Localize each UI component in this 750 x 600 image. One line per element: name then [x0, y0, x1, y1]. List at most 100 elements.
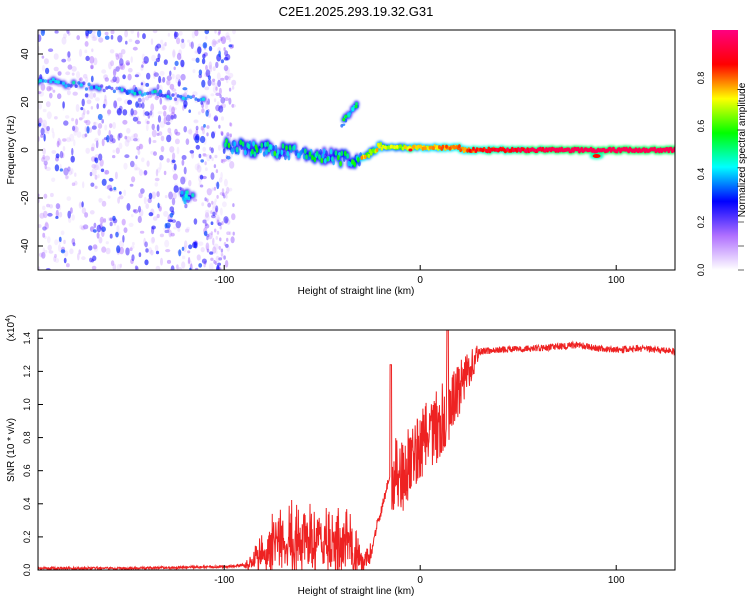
spectrogram-cell — [118, 142, 123, 150]
spectrogram-cell — [109, 233, 113, 239]
spectrogram-cell — [181, 96, 185, 101]
spectrogram-cell — [225, 191, 228, 196]
spectrogram-cell — [197, 111, 201, 115]
spectrogram-cell — [99, 216, 105, 224]
spectrogram-cell — [118, 240, 125, 248]
spectrogram-cell — [288, 144, 292, 151]
spectrogram-cell — [173, 114, 177, 119]
spectrogram-cell — [107, 109, 111, 117]
spectrogram-cell — [181, 159, 185, 166]
spectrogram-cell — [209, 262, 214, 270]
spectrogram-cell — [216, 181, 220, 190]
spectrogram-cell — [228, 76, 231, 81]
spectrogram-cell — [171, 88, 177, 92]
spectrogram-cell — [143, 92, 147, 96]
spectrogram-cell — [229, 161, 235, 169]
spectrogram-cell — [116, 263, 121, 270]
spectrogram-cell — [39, 212, 45, 219]
spectrogram-cell — [49, 204, 53, 209]
spectrogram-cell — [109, 187, 113, 192]
spectrogram-cell — [181, 38, 185, 43]
spectrogram-cell — [354, 104, 358, 109]
spectrogram-cell — [205, 35, 208, 40]
spectrogram-cell — [81, 98, 85, 107]
spectrogram-cell — [89, 210, 95, 215]
spectrogram-cell — [212, 237, 215, 246]
spectrogram-cell — [93, 222, 97, 228]
spectrogram-cell — [59, 150, 64, 159]
spectrogram-cell — [226, 186, 230, 194]
spectrogram-cell — [125, 247, 130, 256]
spectrogram-cell — [239, 139, 243, 146]
spectrogram-cell — [116, 245, 121, 254]
spectrogram-cell — [126, 203, 131, 211]
spectrogram-cell — [38, 123, 42, 127]
spectrogram-cell — [134, 74, 139, 78]
spectrogram-cell — [334, 150, 338, 156]
spectrogram-cell — [296, 152, 300, 159]
spectrogram-cell — [154, 61, 158, 67]
spectrogram-cell — [106, 135, 110, 143]
spectrogram-cell — [162, 76, 166, 83]
spectrogram-cell — [209, 251, 214, 255]
spectrogram-cell — [178, 31, 183, 36]
spectrogram-cell — [46, 87, 52, 91]
spectrogram-cell — [124, 154, 130, 159]
spectrogram-cell — [440, 146, 444, 151]
spectrogram-cell — [211, 200, 214, 205]
spectrogram-cell — [56, 140, 60, 148]
spectrogram-cell — [58, 244, 61, 252]
spectrogram-cell — [58, 211, 63, 218]
spectrogram-cell — [155, 265, 161, 270]
spectrogram-cell — [84, 133, 88, 138]
spectrogram-cell — [96, 224, 102, 233]
spectrogram-cell — [212, 40, 217, 46]
spectrogram-cell — [48, 86, 52, 90]
spectrogram-cell — [210, 257, 214, 261]
spectrogram-cell — [136, 146, 141, 151]
spectrogram-cell — [313, 156, 317, 163]
spectrogram-cell — [101, 69, 107, 74]
spectrogram-cell — [122, 119, 128, 125]
spectrogram-cell — [188, 179, 192, 187]
spectrogram-cell — [187, 257, 191, 264]
spectrogram-y-ticks: -40 -20 0 20 40 — [20, 48, 43, 253]
spectrogram-cell — [201, 108, 205, 114]
spectrogram-cell — [104, 94, 107, 102]
spectrogram-cell — [67, 57, 72, 62]
spectrogram-cell — [82, 224, 89, 230]
spectrogram-cell — [123, 88, 127, 93]
spectrogram-cell — [62, 101, 65, 109]
spectrogram-cell — [81, 256, 86, 261]
spectrogram-cell — [198, 153, 202, 159]
spectrogram-cell — [395, 144, 399, 149]
snr-x-ticks: -100 0 100 — [214, 565, 625, 586]
spectrogram-cell — [139, 230, 145, 234]
spectrogram-cell — [84, 93, 89, 98]
spectrogram-cell — [45, 67, 50, 75]
spectrogram-cell — [421, 146, 425, 151]
spectrogram-cell — [204, 212, 210, 218]
spectrogram-cell — [76, 35, 80, 41]
spectrogram-cell — [113, 186, 117, 191]
spectrogram-cell — [144, 111, 150, 116]
spectrogram-cell — [70, 207, 73, 214]
spectrogram-cell — [490, 147, 494, 152]
spectrogram-cell — [55, 153, 60, 159]
spectrogram-cell — [51, 77, 55, 82]
spectrogram-cell — [506, 147, 509, 152]
spectrogram-cell — [54, 258, 60, 263]
spectrogram-cell — [226, 237, 229, 242]
spectrogram-cell — [225, 194, 228, 199]
spectrogram-cell — [319, 149, 322, 155]
spectrogram-cell — [172, 49, 176, 58]
spectrogram-cell — [204, 222, 208, 227]
spectrogram-cell — [41, 55, 45, 59]
spectrogram-cell — [42, 232, 46, 238]
spectrogram-cell — [174, 97, 178, 101]
spectrogram-cell — [54, 253, 57, 259]
spectrogram-cell — [212, 78, 216, 83]
spectrogram-cell — [52, 89, 56, 93]
spectrogram-cell — [170, 232, 175, 237]
spectrogram-cell — [71, 117, 75, 122]
